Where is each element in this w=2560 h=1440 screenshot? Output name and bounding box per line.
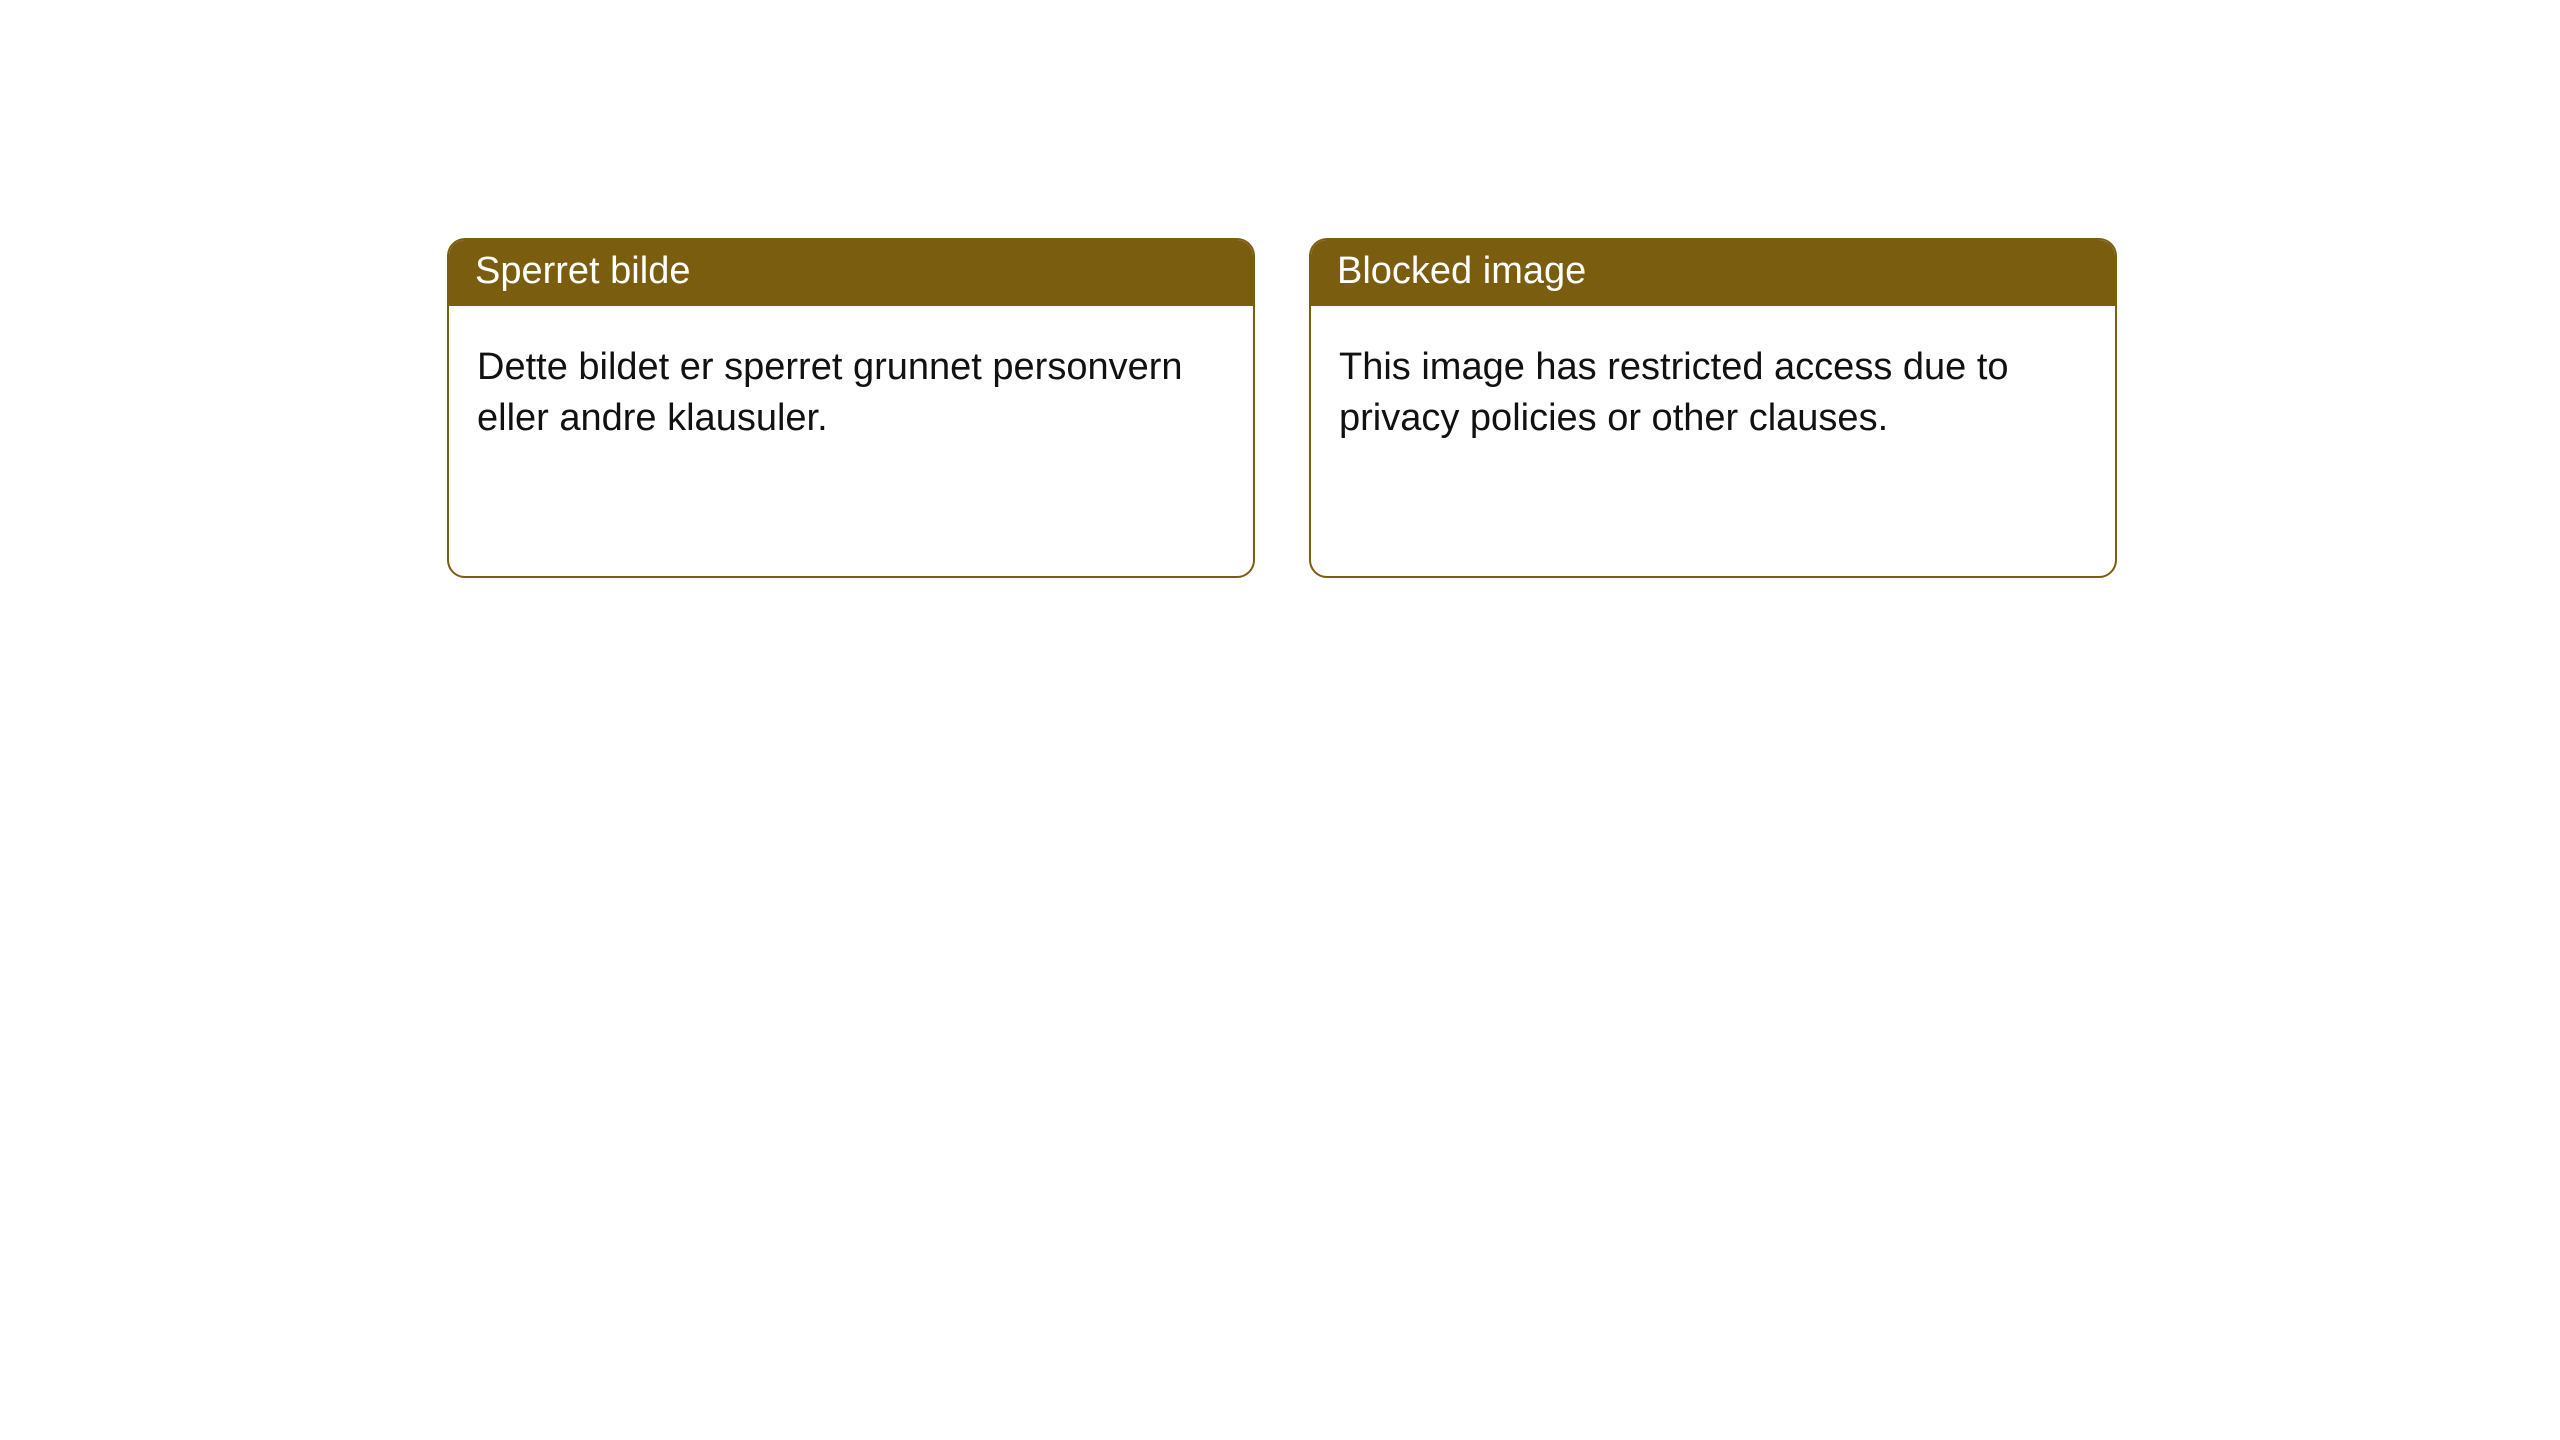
notice-header-en: Blocked image (1311, 240, 2115, 306)
notice-header-no: Sperret bilde (449, 240, 1253, 306)
notice-container: Sperret bilde Dette bildet er sperret gr… (0, 0, 2560, 578)
notice-card-no: Sperret bilde Dette bildet er sperret gr… (447, 238, 1255, 578)
notice-body-no: Dette bildet er sperret grunnet personve… (449, 306, 1253, 481)
notice-body-en: This image has restricted access due to … (1311, 306, 2115, 481)
notice-card-en: Blocked image This image has restricted … (1309, 238, 2117, 578)
